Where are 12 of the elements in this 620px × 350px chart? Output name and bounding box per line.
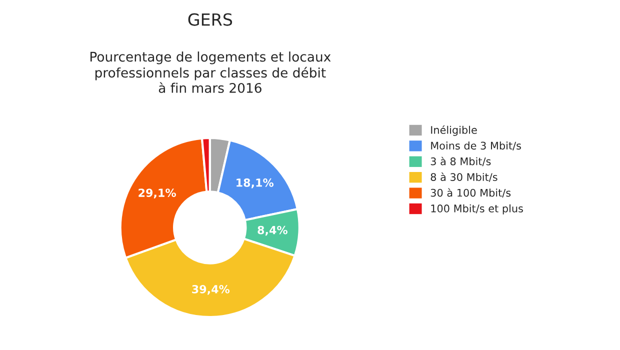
data-label: 18,1%: [236, 178, 274, 188]
chart-title: GERS: [188, 13, 232, 26]
chart-subtitle: Pourcentage de logements et locaux professionnels par classes de débit à fin mars 2016: [90, 52, 331, 93]
legend-label: Inéligible: [431, 125, 477, 136]
legend-label: 8 à 30 Mbit/s: [430, 172, 498, 182]
legend-label: Moins de 3 Mbit/s: [431, 142, 521, 150]
data-label: 39,4%: [192, 284, 230, 295]
data-label: 29,1%: [138, 188, 176, 198]
legend-label: 100 Mbit/s et plus: [431, 204, 523, 214]
data-label: 8,4%: [258, 226, 288, 236]
legend-label: 3 à 8 Mbit/s: [430, 156, 491, 166]
legend-label: 30 à 100 Mbit/s: [430, 188, 511, 198]
